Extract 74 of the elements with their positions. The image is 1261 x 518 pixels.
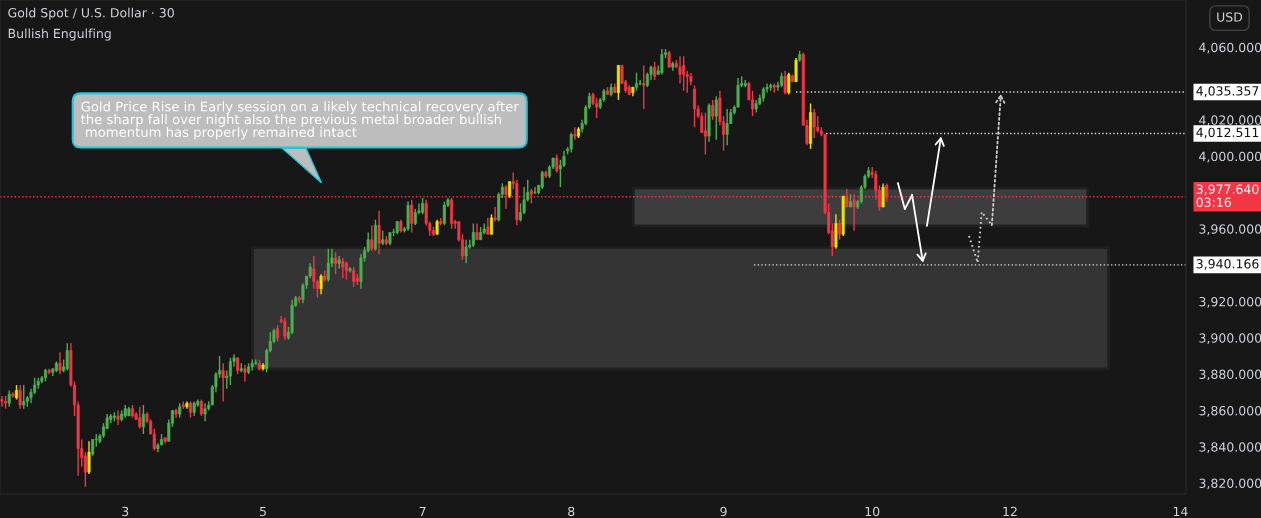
- x-tick-label: 12: [1003, 506, 1017, 516]
- candlestick: [714, 95, 718, 141]
- candlestick: [18, 384, 22, 410]
- x-tick-label: 5: [260, 506, 266, 517]
- y-tick-label: 3,860.000: [1199, 405, 1261, 417]
- x-tick-label: 8: [568, 506, 575, 517]
- x-tick-label: 9: [720, 506, 727, 517]
- ref-line-label: 4,035.357: [1196, 86, 1259, 97]
- text: Bullish Engulfing: [8, 28, 111, 41]
- candlestick: [377, 209, 381, 255]
- x-tick-label: 7: [419, 506, 426, 516]
- candlestick: [464, 239, 468, 265]
- candlestick: [605, 86, 610, 96]
- candlestick: [0, 395, 4, 408]
- candlestick: [703, 111, 707, 156]
- candlestick: [711, 99, 715, 121]
- candlestick: [885, 182, 889, 203]
- x-tick-label: 14: [1173, 506, 1188, 516]
- candlestick: [203, 402, 207, 423]
- y-tick-label: 3,880.000: [1199, 369, 1261, 381]
- candlestick: [221, 362, 225, 403]
- candlestick: [783, 70, 787, 96]
- candlestick: [141, 404, 145, 435]
- candlestick: [642, 64, 646, 110]
- candlestick: [834, 213, 838, 250]
- candlestick: [319, 273, 323, 295]
- candlestick: [22, 384, 26, 410]
- candlestick: [243, 364, 247, 383]
- annotation: Gold Price Rise in Early session on a likely technical recovery after the sharp fall over night also the previous metal broader bullish momentum has properly remained intact: [81, 101, 519, 140]
- ref-line-label: 4,012.511: [1196, 127, 1259, 139]
- candlestick: [87, 440, 91, 475]
- candlestick: [116, 409, 120, 426]
- candlestick: [65, 342, 69, 372]
- candlestick: [660, 48, 664, 76]
- text: USD: [1217, 12, 1243, 22]
- candlestick: [794, 57, 798, 83]
- candlestick: [410, 199, 414, 234]
- y-tick-label: 4,020.000: [1199, 115, 1261, 127]
- text: Gold Spot / U.S. Dollar · 30: [8, 7, 174, 20]
- candlestick: [370, 224, 374, 252]
- ref-line-label: 3,977.640 03:16: [1196, 184, 1259, 207]
- y-tick-label: 3,900.000: [1199, 333, 1261, 345]
- candlestick: [812, 108, 816, 139]
- candlestick: [838, 219, 842, 241]
- candlestick: [678, 55, 682, 85]
- candlestick: [341, 257, 345, 279]
- candlestick: [725, 108, 729, 146]
- candlestick: [845, 188, 849, 208]
- y-tick-label: 4,060.000: [1199, 42, 1261, 54]
- x-tick-label: 3: [122, 506, 129, 517]
- candlestick: [682, 55, 686, 92]
- ref-line-label: 3,940.166: [1196, 259, 1259, 270]
- candlestick: [787, 71, 791, 96]
- candlestick: [493, 206, 497, 223]
- candlestick: [540, 170, 544, 190]
- candlestick: [228, 357, 232, 386]
- candlestick: [576, 126, 581, 139]
- candlestick: [58, 351, 62, 375]
- candlestick: [881, 182, 885, 208]
- candlestick: [283, 317, 287, 341]
- y-tick-label: 3,840.000: [1199, 442, 1261, 453]
- candlestick: [555, 153, 559, 174]
- candlestick: [83, 451, 87, 488]
- candlestick: [573, 126, 577, 141]
- candlestick: [533, 186, 537, 196]
- candlestick: [406, 200, 410, 232]
- candlestick: [138, 406, 142, 430]
- y-tick-label: 3,820.000: [1199, 478, 1261, 490]
- y-tick-label: 4,000.000: [1199, 151, 1261, 163]
- y-tick-label: 3,960.000: [1199, 224, 1261, 236]
- candlestick: [569, 131, 573, 154]
- x-tick-label: 10: [865, 506, 880, 517]
- candlestick: [344, 260, 348, 281]
- y-tick-label: 3,920.000: [1199, 296, 1261, 308]
